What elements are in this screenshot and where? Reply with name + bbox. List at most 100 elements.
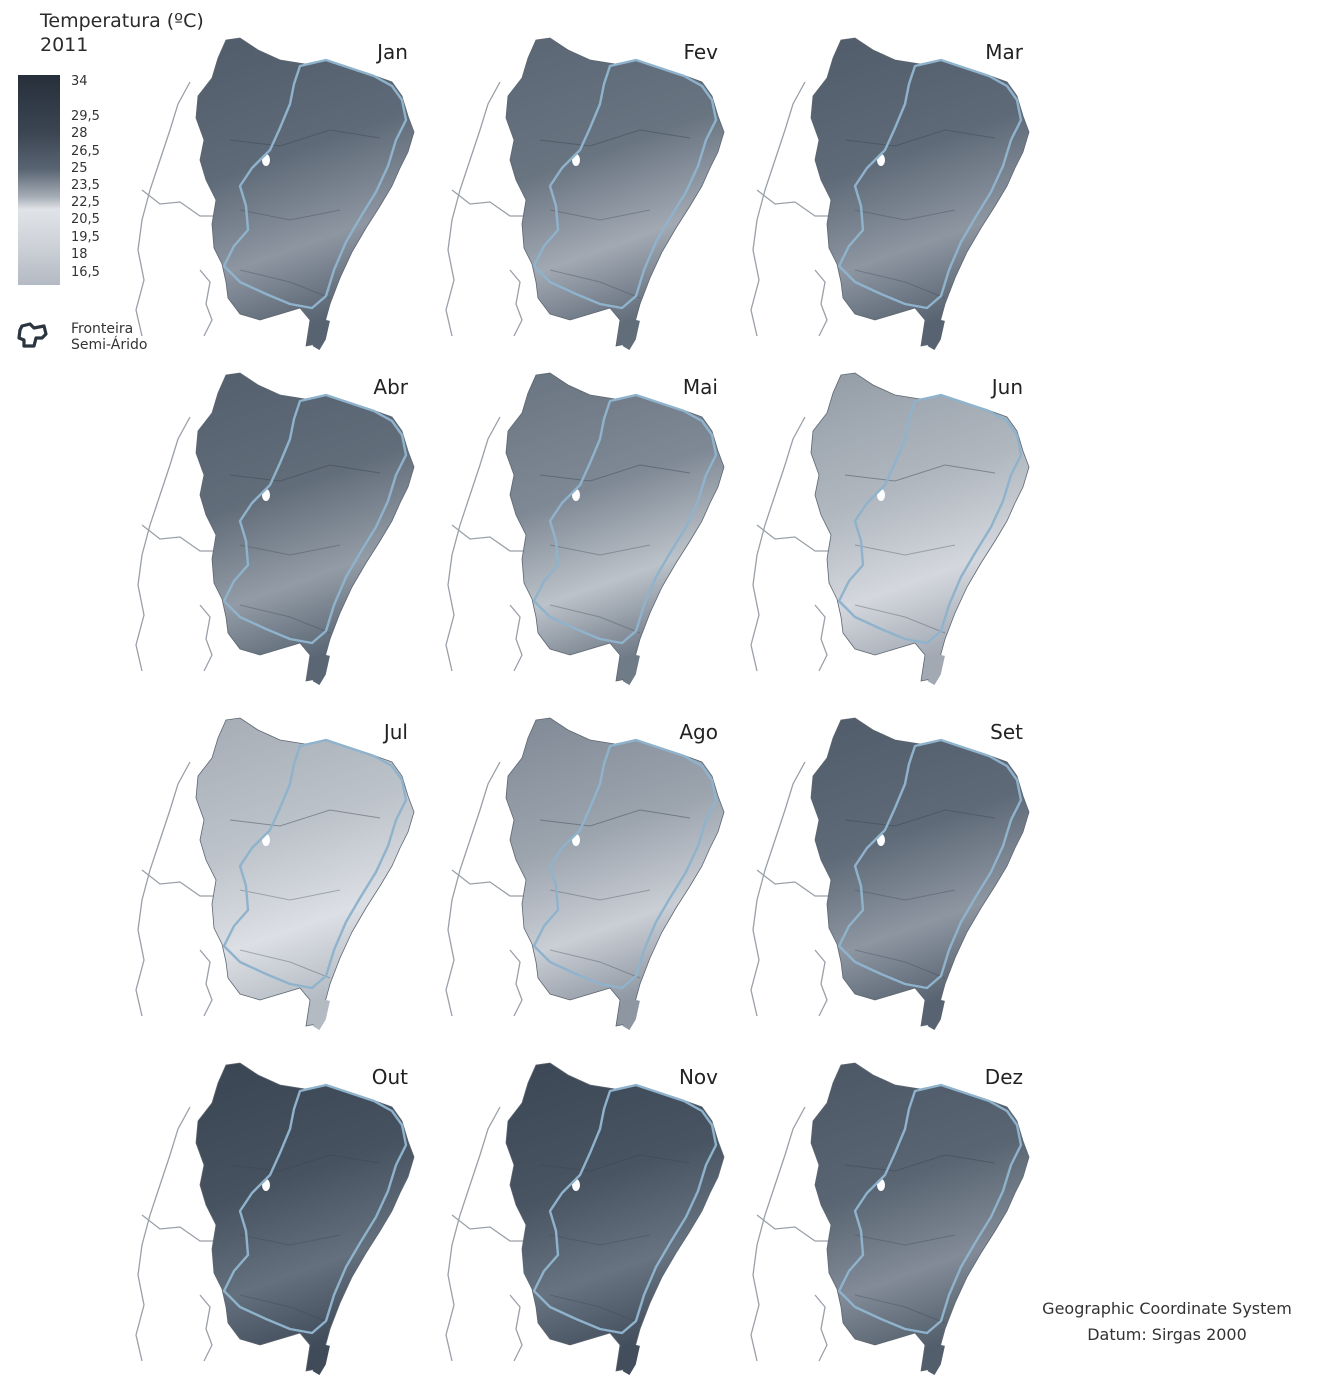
neighbor-border-line <box>451 524 526 552</box>
temperature-map <box>445 37 725 350</box>
month-label: Jul <box>383 720 408 744</box>
northeast-region <box>505 717 725 1027</box>
state-border <box>549 544 651 556</box>
month-label: Mar <box>985 40 1023 64</box>
semiarido-border <box>222 393 408 645</box>
neighbor-border-line <box>141 189 216 217</box>
month-map-panel: Dez <box>745 1045 1045 1375</box>
neighbor-border-line <box>141 524 216 552</box>
semiarido-border <box>532 1083 718 1335</box>
state-border <box>539 809 691 827</box>
colorbar-tick-label: 29,5 <box>71 109 100 124</box>
neighbor-border-line <box>756 524 831 552</box>
coastal-strip <box>622 999 640 1030</box>
semiarido-border <box>222 1083 408 1335</box>
neighbor-border-line <box>756 869 831 897</box>
state-border <box>229 809 381 827</box>
northeast-region <box>810 1062 1030 1372</box>
legend-title: Temperatura (ºC) <box>40 10 204 32</box>
neighbor-border-line <box>445 416 501 672</box>
state-border <box>239 889 341 901</box>
neighbor-border-line <box>199 1294 213 1362</box>
neighbor-border-line <box>199 949 213 1017</box>
coastal-strip <box>927 654 945 685</box>
month-map-panel: Out <box>130 1045 430 1375</box>
border-outline-icon <box>17 322 48 348</box>
state-border <box>844 1154 996 1172</box>
northeast-region <box>810 372 1030 682</box>
state-border <box>549 889 651 901</box>
legend: Temperatura (ºC) 2011 34 29,5 28 26,5 25 23,5… <box>0 0 220 370</box>
neighbor-border-line <box>750 761 806 1017</box>
colorbar-tick-label: 25 <box>71 161 88 176</box>
northeast-region <box>810 37 1030 347</box>
state-border <box>549 949 641 979</box>
neighbor-border-line <box>509 949 523 1017</box>
month-label: Nov <box>678 1065 718 1089</box>
state-border <box>239 604 331 634</box>
crs-line2: Datum: Sirgas 2000 <box>1087 1325 1247 1344</box>
coastal-strip <box>312 1344 330 1375</box>
temperature-map <box>135 717 415 1030</box>
month-map-panel: Abr <box>130 355 430 685</box>
state-border <box>239 209 341 221</box>
state-border <box>549 604 641 634</box>
state-border <box>854 269 946 299</box>
colorbar-tick-label: 28 <box>71 126 88 141</box>
temperature-map <box>750 372 1030 685</box>
month-label: Mai <box>682 375 718 399</box>
state-border <box>854 1294 946 1324</box>
state-border <box>229 464 381 482</box>
state-border <box>549 269 641 299</box>
neighbor-border-line <box>509 1294 523 1362</box>
coastal-strip <box>312 999 330 1030</box>
northeast-region <box>505 37 725 347</box>
semiarido-border <box>837 738 1023 990</box>
state-border <box>229 129 381 147</box>
neighbor-border-line <box>451 869 526 897</box>
semiarido-border <box>837 1083 1023 1335</box>
coastal-strip <box>622 654 640 685</box>
semiarido-border <box>222 58 408 310</box>
legend-year: 2011 <box>40 34 89 56</box>
state-border <box>844 809 996 827</box>
neighbor-border-line <box>509 604 523 672</box>
month-map-panel: Mai <box>440 355 740 685</box>
neighbor-border-line <box>141 869 216 897</box>
month-label: Fev <box>683 40 718 64</box>
state-border <box>854 544 956 556</box>
month-map-panel: Jun <box>745 355 1045 685</box>
border-label-line1: Fronteira <box>71 321 134 337</box>
neighbor-border-line <box>199 604 213 672</box>
colorbar <box>18 75 60 285</box>
colorbar-tick-label: 20,5 <box>71 212 100 227</box>
month-label: Set <box>990 720 1023 744</box>
state-border <box>539 1154 691 1172</box>
neighbor-border-line <box>451 1214 526 1242</box>
month-map-panel: Set <box>745 700 1045 1030</box>
month-map-panel: Mar <box>745 20 1045 350</box>
state-border <box>844 464 996 482</box>
coastal-strip <box>927 319 945 350</box>
state-border <box>239 1234 341 1246</box>
coordinate-system-note: Geographic Coordinate System Datum: Sirg… <box>1017 1296 1317 1348</box>
temperature-map <box>750 37 1030 350</box>
colorbar-tick-label: 16,5 <box>71 265 100 280</box>
state-border <box>854 1234 956 1246</box>
temperature-map <box>445 1062 725 1375</box>
neighbor-border-line <box>756 1214 831 1242</box>
neighbor-border-line <box>750 1106 806 1362</box>
coastal-strip <box>312 654 330 685</box>
northeast-region <box>195 372 415 682</box>
colorbar-tick-label: 22,5 <box>71 195 100 210</box>
neighbor-border-line <box>814 604 828 672</box>
neighbor-border-line <box>135 1106 191 1362</box>
coastal-strip <box>927 999 945 1030</box>
month-map-panel: Jan <box>130 20 430 350</box>
state-border <box>549 209 651 221</box>
month-label: Jun <box>991 375 1023 399</box>
semiarido-border <box>532 393 718 645</box>
neighbor-border-line <box>756 189 831 217</box>
semiarido-border <box>222 738 408 990</box>
neighbor-border-line <box>135 761 191 1017</box>
